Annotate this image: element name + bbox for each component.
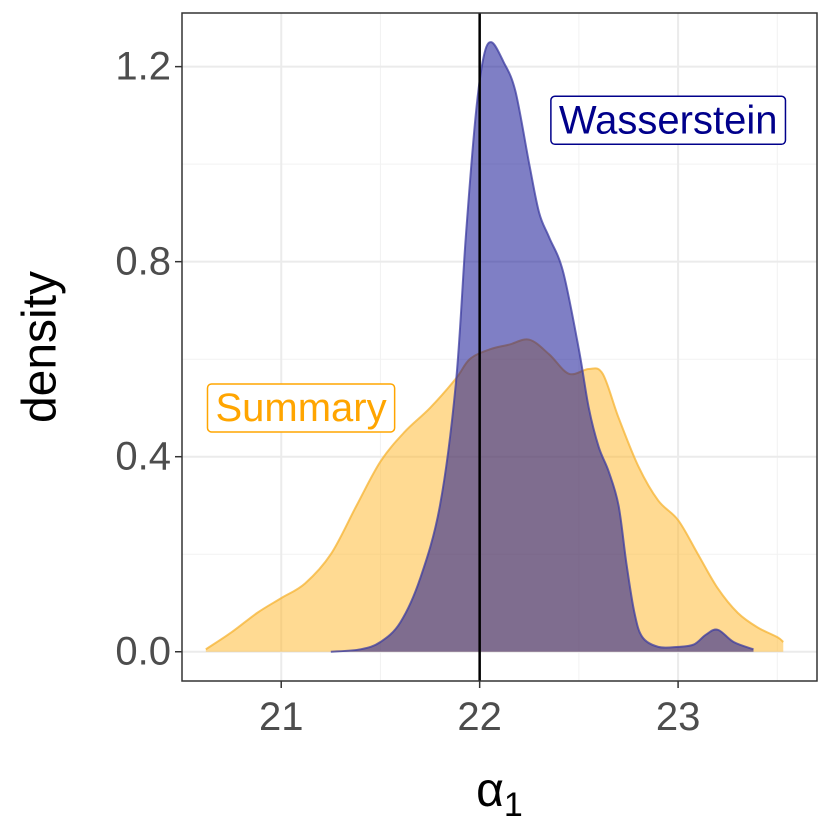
y-tick-label: 1.2 bbox=[115, 45, 171, 89]
x-tick-label: 22 bbox=[457, 695, 502, 739]
density-outline-wasserstein bbox=[330, 41, 754, 653]
y-axis-title: density bbox=[14, 271, 67, 423]
series-annotations: Summary Wasserstein bbox=[206, 95, 787, 433]
panel-border bbox=[181, 12, 818, 682]
y-tick-label: 0.8 bbox=[115, 240, 171, 284]
x-axis-title-subscript: 1 bbox=[504, 786, 523, 824]
series-label-box-wasserstein bbox=[550, 95, 787, 146]
density-area-wasserstein bbox=[330, 42, 754, 652]
x-axis-title-symbol: α bbox=[476, 764, 504, 817]
series-label-summary: Summary bbox=[206, 383, 396, 433]
series-label-box-summary bbox=[206, 383, 396, 433]
series-label-wasserstein: Wasserstein bbox=[550, 95, 787, 146]
x-axis-title: α1 bbox=[476, 764, 523, 824]
x-tick-label: 21 bbox=[259, 695, 304, 739]
y-tick-label: 0.4 bbox=[115, 435, 171, 479]
density-areas bbox=[205, 41, 784, 653]
series-label-text-wasserstein: Wasserstein bbox=[559, 98, 778, 142]
series-label-text-summary: Summary bbox=[215, 386, 386, 430]
y-tick-label: 0.0 bbox=[115, 630, 171, 674]
axis-ticks: 0.0 0.4 0.8 1.2 21 22 23 bbox=[115, 45, 700, 739]
x-tick-label: 23 bbox=[656, 695, 701, 739]
